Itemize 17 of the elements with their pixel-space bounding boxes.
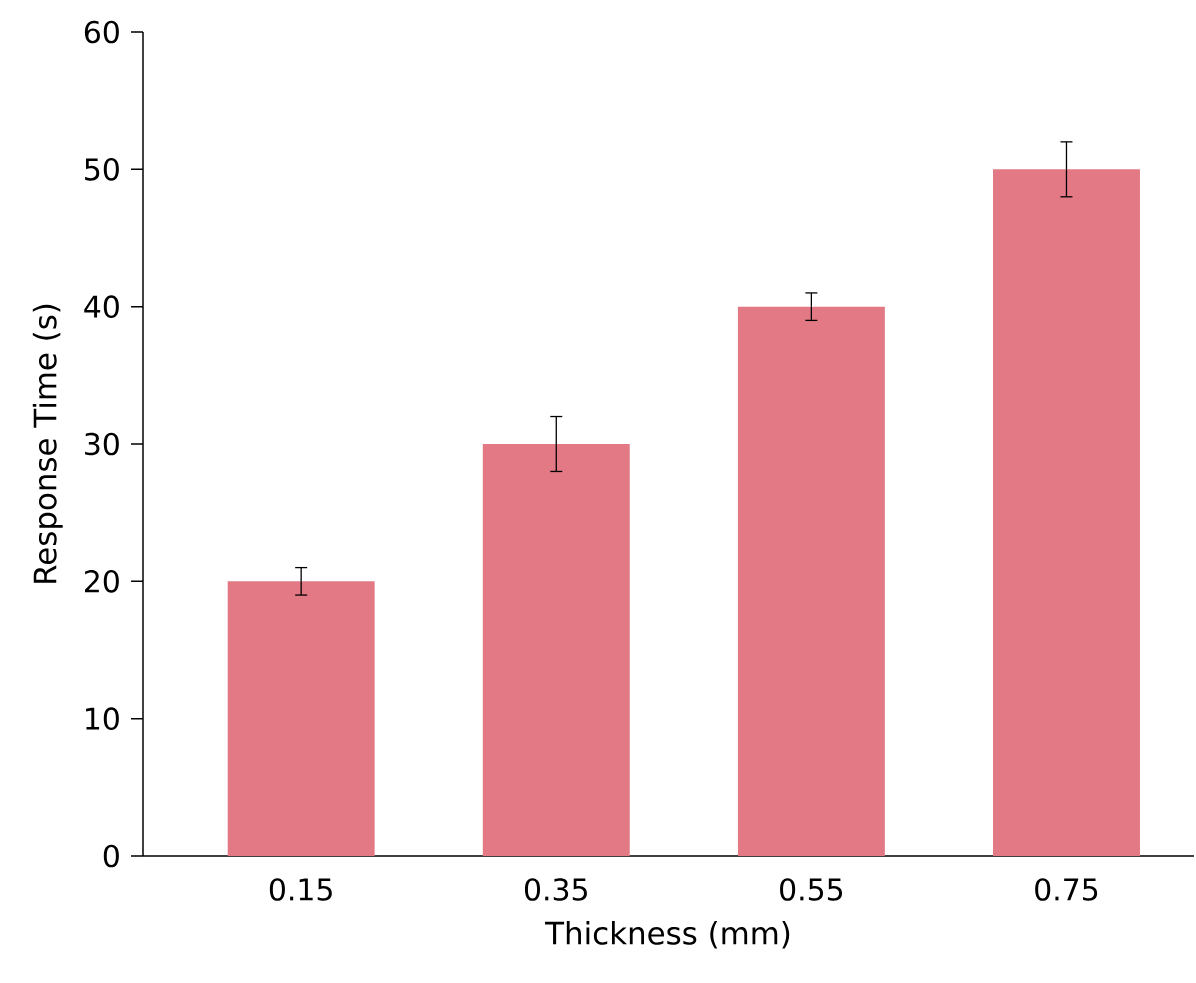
bar [993,169,1140,856]
y-tick-label: 10 [86,707,119,730]
x-tick-label: 0.15 [269,878,332,901]
y-tick-label: 20 [84,570,119,593]
x-axis-title: Thickness (mm) [545,920,790,949]
bar [737,306,885,856]
y-axis-title: Response Time (s) [32,304,63,583]
y-tick-label: 30 [85,432,119,456]
x-tick-label: 0.35 [524,878,587,901]
bar [227,581,375,856]
y-tick-label: 0 [103,844,119,868]
bar [482,444,630,856]
x-tick-label: 0.75 [1035,878,1098,901]
x-tick-label: 0.55 [780,878,843,901]
y-tick-label: 40 [84,295,119,318]
y-tick-label: 60 [84,20,119,44]
y-tick-label: 50 [85,158,119,181]
